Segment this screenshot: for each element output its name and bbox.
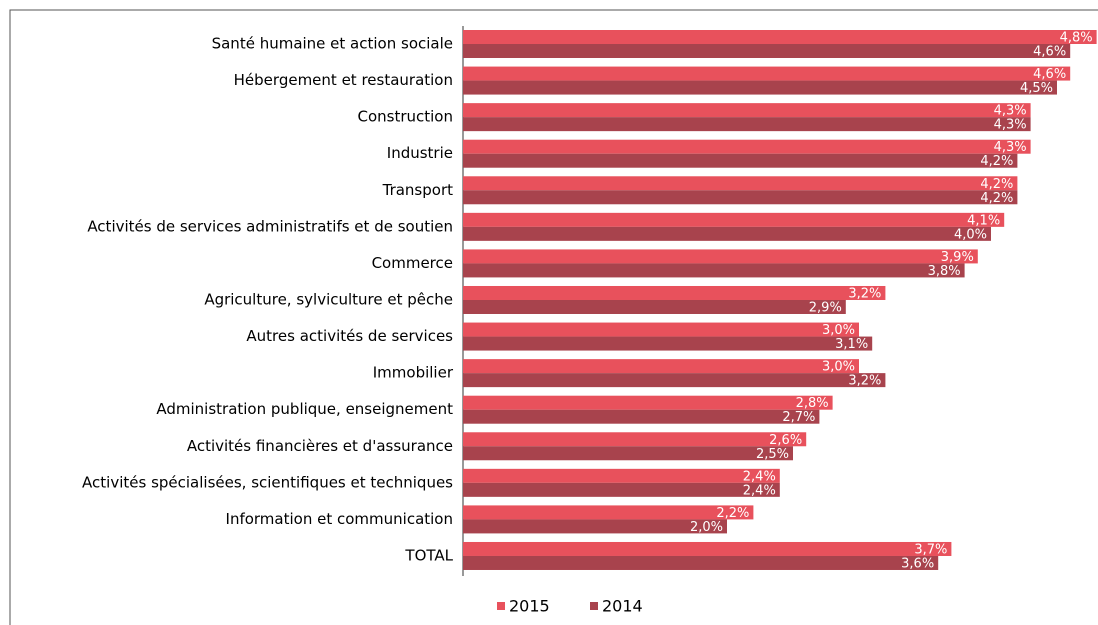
legend-label: 2015: [509, 597, 550, 616]
value-label: 2,6%: [769, 433, 802, 448]
value-label: 4,2%: [980, 191, 1013, 206]
value-label: 3,2%: [848, 374, 881, 389]
value-label: 4,6%: [1033, 45, 1066, 60]
value-label: 4,5%: [1020, 81, 1053, 96]
category-label: Activités financières et d'assurance: [187, 437, 453, 455]
category-label: Immobilier: [373, 364, 454, 382]
value-label: 2,8%: [796, 396, 829, 411]
bar: [463, 468, 780, 483]
bar: [463, 44, 1071, 58]
category-label: Administration publique, enseignement: [156, 400, 453, 418]
bar: [463, 505, 754, 520]
value-label: 4,2%: [980, 177, 1013, 192]
value-label: 4,3%: [994, 104, 1027, 119]
bar: [463, 446, 793, 461]
value-label: 2,4%: [743, 483, 776, 498]
category-label: Hébergement et restauration: [234, 71, 453, 89]
value-label: 3,7%: [914, 542, 947, 557]
bar: [463, 153, 1018, 168]
value-label: 4,3%: [994, 140, 1027, 155]
bar: [463, 226, 991, 241]
bar: [463, 190, 1018, 205]
value-label: 3,8%: [928, 264, 961, 279]
value-label: 4,1%: [967, 213, 1000, 228]
value-label: 4,0%: [954, 227, 987, 242]
value-label: 4,3%: [994, 118, 1027, 133]
category-label: Autres activités de services: [246, 327, 453, 345]
bar: [463, 176, 1018, 191]
bar: [463, 30, 1097, 44]
bar: [463, 359, 859, 374]
value-label: 4,6%: [1033, 67, 1066, 82]
bar: [463, 139, 1031, 154]
bar: [463, 80, 1057, 95]
value-label: 3,6%: [901, 556, 934, 571]
bar: [463, 519, 727, 534]
category-label: Activités de services administratifs et …: [87, 217, 453, 235]
value-label: 2,5%: [756, 447, 789, 462]
category-label: Commerce: [372, 254, 453, 272]
bar: [463, 103, 1031, 118]
bar: [463, 299, 846, 314]
value-label: 2,7%: [782, 410, 815, 425]
bar: [463, 263, 965, 278]
legend-swatch: [590, 602, 598, 610]
value-label: 2,4%: [743, 469, 776, 484]
bar: [463, 432, 807, 447]
bar: [463, 409, 820, 424]
value-label: 3,9%: [941, 250, 974, 265]
bar: [463, 212, 1005, 227]
bar: [463, 373, 886, 388]
value-label: 3,2%: [848, 286, 881, 301]
category-label: Transport: [382, 181, 454, 199]
value-label: 4,8%: [1060, 31, 1093, 46]
value-label: 3,0%: [822, 360, 855, 375]
value-label: 2,9%: [809, 300, 842, 315]
plot-frame: [9, 9, 1098, 625]
bar: [463, 482, 780, 497]
bar: [463, 555, 939, 570]
bar: [463, 285, 886, 300]
category-label: TOTAL: [404, 546, 453, 564]
category-label: Santé humaine et action sociale: [212, 35, 453, 53]
category-label: Construction: [357, 108, 453, 126]
category-label: Activités spécialisées, scientifiques et…: [82, 473, 453, 491]
bar: [463, 541, 952, 556]
bar: [463, 117, 1031, 132]
legend-swatch: [497, 602, 505, 610]
value-label: 3,0%: [822, 323, 855, 338]
bar: [463, 336, 873, 351]
category-label: Industrie: [387, 144, 453, 162]
value-label: 2,0%: [690, 520, 723, 535]
bar: [463, 395, 833, 410]
value-label: 3,1%: [835, 337, 868, 352]
value-label: 4,2%: [980, 154, 1013, 169]
legend-label: 2014: [602, 597, 643, 616]
bar: [463, 249, 978, 264]
value-label: 2,2%: [716, 506, 749, 521]
category-label: Agriculture, sylviculture et pêche: [204, 290, 453, 308]
bar: [463, 322, 859, 337]
category-label: Information et communication: [226, 510, 453, 528]
bar: [463, 66, 1071, 81]
